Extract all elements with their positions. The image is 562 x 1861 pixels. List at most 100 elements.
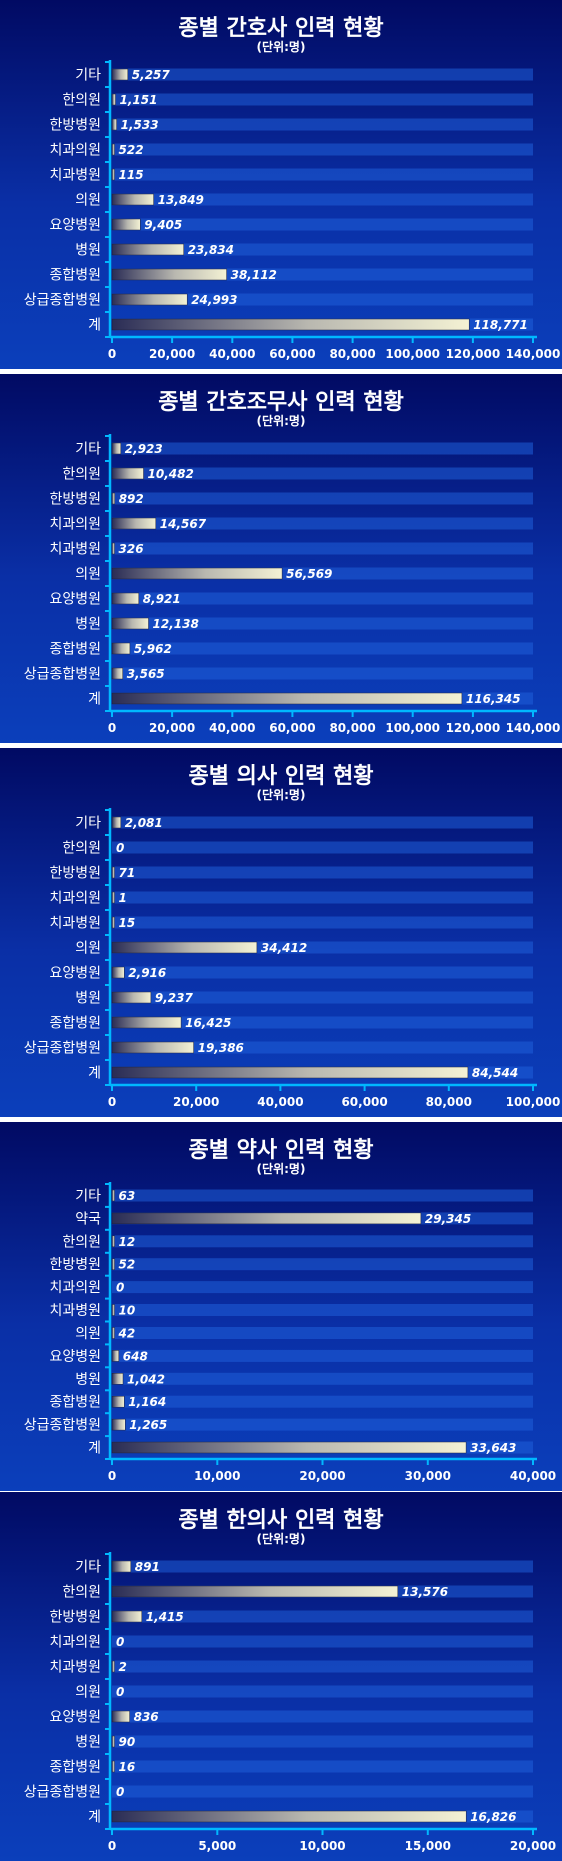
category-label: 한방병원 (49, 118, 101, 134)
row-stripe (112, 218, 533, 231)
row-stripe (112, 1372, 533, 1385)
category-label: 상급종합병원 (24, 1041, 101, 1057)
x-tick-label: 0 (108, 721, 116, 735)
bar (111, 542, 115, 555)
chart-unit-label: (단위:명) (256, 1162, 306, 1176)
value-label: 42 (118, 1327, 136, 1341)
value-label: 1,151 (120, 93, 158, 107)
row-stripe (112, 1760, 533, 1773)
chart-unit-label: (단위:명) (256, 1532, 306, 1546)
row-stripe (112, 816, 533, 829)
category-label: 한의원 (62, 1585, 101, 1601)
category-label: 의원 (75, 193, 101, 209)
category-label: 한방병원 (49, 1257, 101, 1273)
value-label: 71 (119, 866, 136, 880)
category-label: 병원 (75, 991, 101, 1007)
row-stripe (112, 1235, 533, 1248)
value-label: 84,544 (472, 1066, 518, 1080)
x-tick-label: 80,000 (426, 1095, 472, 1109)
value-label: 1 (119, 891, 127, 905)
bar (111, 567, 283, 580)
x-tick-label: 0 (108, 1469, 116, 1483)
chart-plot: 기타 2,081 한의원 0 한방병원 71 치과의원 1 치과병원 15 의원 34,412 요양병원… (24, 808, 560, 1109)
value-label: 23,834 (188, 243, 234, 257)
category-label: 상급종합병원 (24, 667, 101, 683)
x-tick-label: 120,000 (446, 721, 501, 735)
value-label: 14,567 (160, 517, 207, 531)
bar (111, 1441, 467, 1454)
value-label: 1,265 (129, 1418, 167, 1432)
category-label: 병원 (75, 1372, 101, 1388)
value-label: 0 (116, 1281, 124, 1295)
x-tick-label: 40,000 (209, 721, 255, 735)
chart-unit-label: (단위:명) (256, 414, 306, 428)
x-tick-label: 0 (108, 1095, 116, 1109)
row-stripe (112, 293, 533, 306)
category-label: 치과병원 (49, 1660, 101, 1676)
value-label: 522 (119, 143, 144, 157)
bar (111, 442, 122, 455)
value-label: 5,962 (134, 642, 172, 656)
row-stripe (112, 1281, 533, 1294)
row-stripe (112, 1710, 533, 1723)
value-label: 12,138 (153, 617, 199, 631)
category-label: 한방병원 (49, 866, 101, 882)
value-label: 29,345 (425, 1212, 471, 1226)
category-label: 한의원 (62, 467, 101, 483)
bar (111, 1016, 182, 1029)
chart-panel: 종별 의사 인력 현황 (단위:명) 기타 2,081 한의원 0 한방병원 71 치과의원 1 치… (0, 748, 562, 1117)
row-stripe (112, 1418, 533, 1431)
bar (111, 143, 115, 156)
category-label: 치과의원 (49, 891, 101, 907)
value-label: 0 (116, 1785, 124, 1799)
row-stripe (112, 1610, 533, 1623)
chart-panel: 종별 간호사 인력 현황 (단위:명) 기타 5,257 한의원 1,151 한방병원 1,5… (0, 0, 562, 369)
x-tick-label: 40,000 (510, 1469, 556, 1483)
bar (111, 243, 184, 256)
bar (111, 1212, 422, 1225)
value-label: 118,771 (473, 318, 528, 332)
category-label: 요양병원 (49, 1349, 101, 1365)
bar (111, 93, 116, 106)
chart-panel: 종별 한의사 인력 현황 (단위:명) 기타 891 한의원 13,576 한방병원 1,41… (0, 1492, 562, 1861)
row-stripe (112, 1785, 533, 1798)
value-label: 2,923 (125, 442, 163, 456)
category-label: 요양병원 (49, 966, 101, 982)
bar (111, 642, 131, 655)
value-label: 19,386 (198, 1041, 244, 1055)
x-tick-label: 40,000 (257, 1095, 303, 1109)
bar (111, 1258, 115, 1270)
value-label: 891 (135, 1560, 160, 1574)
category-label: 치과병원 (49, 1303, 101, 1319)
bar (111, 1810, 467, 1823)
bar (111, 268, 227, 281)
value-label: 34,412 (261, 941, 307, 955)
chart-plot: 기타 5,257 한의원 1,151 한방병원 1,533 치과의원 522 치과병원 115 의원… (24, 60, 560, 361)
value-label: 12 (119, 1235, 136, 1249)
category-label: 요양병원 (49, 218, 101, 234)
x-tick-label: 100,000 (385, 347, 440, 361)
x-tick-label: 20,000 (149, 721, 195, 735)
value-label: 9,237 (155, 991, 194, 1005)
bar (111, 467, 144, 480)
bar (111, 1304, 115, 1316)
value-label: 1,415 (146, 1610, 184, 1624)
row-stripe (112, 1304, 533, 1316)
category-label: 의원 (75, 1685, 101, 1701)
chart-unit-label: (단위:명) (256, 788, 306, 802)
bar (111, 916, 115, 929)
x-tick-label: 20,000 (173, 1095, 219, 1109)
value-label: 10,482 (148, 467, 194, 481)
category-label: 기타 (75, 442, 101, 458)
x-tick-label: 0 (108, 1839, 116, 1853)
category-label: 병원 (75, 617, 101, 633)
bar (111, 1066, 469, 1079)
category-label: 계 (88, 1810, 101, 1826)
bar (111, 1610, 143, 1623)
chart-panel: 종별 약사 인력 현황 (단위:명) 기타 63 약국 29,345 한의원 12 한방병원 52… (0, 1122, 562, 1491)
x-tick-label: 0 (108, 347, 116, 361)
bar (111, 517, 157, 530)
x-tick-label: 10,000 (299, 1839, 345, 1853)
row-stripe (112, 118, 533, 131)
